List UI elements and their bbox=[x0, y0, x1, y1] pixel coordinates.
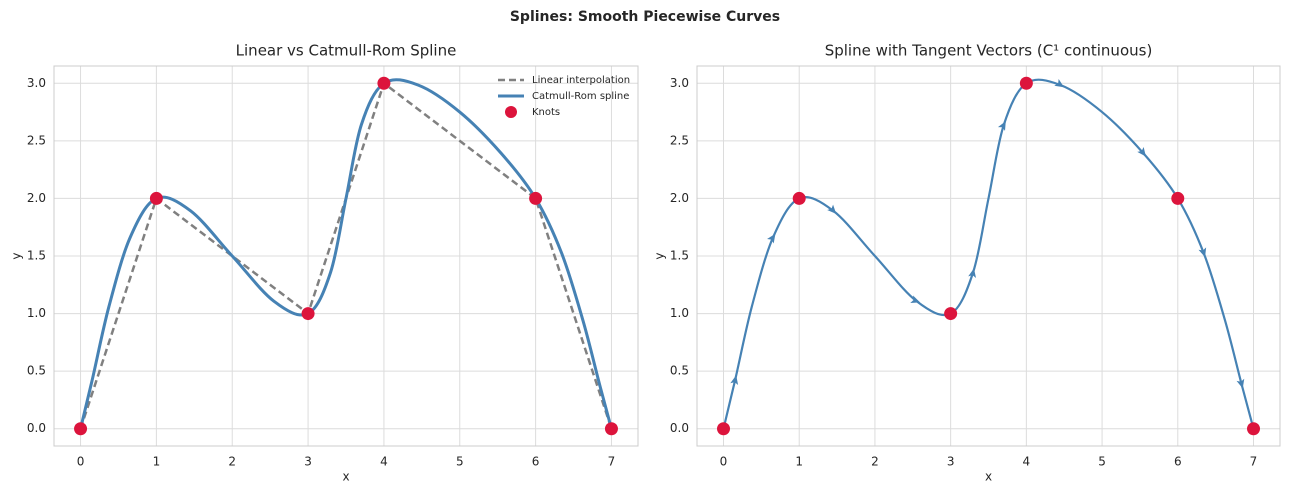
y-axis-label: y bbox=[10, 252, 24, 259]
y-tick-label: 1.0 bbox=[670, 306, 689, 320]
x-tick-label: 4 bbox=[1023, 455, 1031, 469]
y-tick-label: 3.0 bbox=[670, 76, 689, 90]
y-axis-label: y bbox=[653, 252, 667, 259]
x-tick-label: 3 bbox=[947, 455, 955, 469]
series-line bbox=[722, 78, 1255, 430]
y-tick-label: 0.0 bbox=[670, 421, 689, 435]
y-tick-label: 2.5 bbox=[27, 133, 46, 147]
y-tick-label: 2.5 bbox=[670, 133, 689, 147]
y-tick-label: 0.5 bbox=[670, 364, 689, 378]
legend-swatch bbox=[505, 106, 517, 118]
y-tick-label: 3.0 bbox=[27, 76, 46, 90]
x-tick-label: 3 bbox=[304, 455, 312, 469]
knot-point bbox=[149, 191, 163, 205]
x-tick-label: 0 bbox=[720, 455, 728, 469]
y-tick-label: 1.0 bbox=[27, 306, 46, 320]
knot-point bbox=[74, 422, 88, 436]
y-tick-label: 1.5 bbox=[670, 249, 689, 263]
x-tick-label: 6 bbox=[532, 455, 540, 469]
x-tick-label: 5 bbox=[1098, 455, 1106, 469]
knot-point bbox=[1019, 76, 1033, 90]
knot-point bbox=[604, 422, 618, 436]
tangent-arrow bbox=[910, 295, 921, 304]
y-tick-label: 2.0 bbox=[27, 191, 46, 205]
tangent-arrow bbox=[1198, 247, 1207, 258]
tangent-arrow bbox=[1137, 146, 1146, 157]
knot-point bbox=[944, 307, 958, 321]
tangent-arrow bbox=[1236, 378, 1245, 389]
tangent-arrow bbox=[767, 233, 776, 244]
x-tick-label: 7 bbox=[1250, 455, 1258, 469]
legend-label: Knots bbox=[532, 107, 560, 118]
tangent-arrow bbox=[997, 121, 1006, 131]
x-axis-label: x bbox=[342, 470, 349, 484]
legend-label: Linear interpolation bbox=[532, 75, 630, 86]
y-tick-label: 2.0 bbox=[670, 191, 689, 205]
plot-frame bbox=[53, 65, 639, 447]
x-tick-label: 5 bbox=[456, 455, 464, 469]
tangent-arrow bbox=[1054, 79, 1065, 88]
x-axis-label: x bbox=[985, 470, 992, 484]
knot-point bbox=[717, 422, 730, 436]
y-tick-label: 0.0 bbox=[27, 421, 46, 435]
tangent-arrow bbox=[827, 204, 837, 214]
chart-title: Linear vs Catmull-Rom Spline bbox=[236, 42, 457, 60]
figure-title: Splines: Smooth Piecewise Curves bbox=[510, 9, 780, 25]
x-tick-label: 2 bbox=[228, 455, 236, 469]
x-tick-label: 6 bbox=[1174, 455, 1182, 469]
legend: Linear interpolation Catmull-Rom spline Kn… bbox=[498, 75, 630, 118]
x-tick-label: 1 bbox=[153, 455, 161, 469]
x-tick-label: 7 bbox=[608, 455, 616, 469]
tangent-arrow bbox=[730, 375, 739, 385]
knot-point bbox=[792, 191, 806, 205]
knot-point bbox=[529, 191, 543, 205]
y-tick-label: 0.5 bbox=[27, 364, 46, 378]
knot-point bbox=[1247, 422, 1260, 436]
legend-label: Catmull-Rom spline bbox=[532, 91, 629, 102]
knot-point bbox=[1171, 191, 1185, 205]
y-tick-label: 1.5 bbox=[27, 249, 46, 263]
knot-point bbox=[301, 307, 315, 321]
series-line bbox=[79, 78, 613, 430]
tangent-arrow bbox=[968, 268, 977, 278]
plot-frame bbox=[696, 65, 1281, 447]
x-tick-label: 4 bbox=[380, 455, 388, 469]
x-tick-label: 0 bbox=[77, 455, 85, 469]
x-tick-label: 1 bbox=[795, 455, 803, 469]
x-tick-label: 2 bbox=[871, 455, 879, 469]
knot-point bbox=[377, 76, 391, 90]
chart-title: Spline with Tangent Vectors (C¹ continuo… bbox=[825, 42, 1153, 60]
